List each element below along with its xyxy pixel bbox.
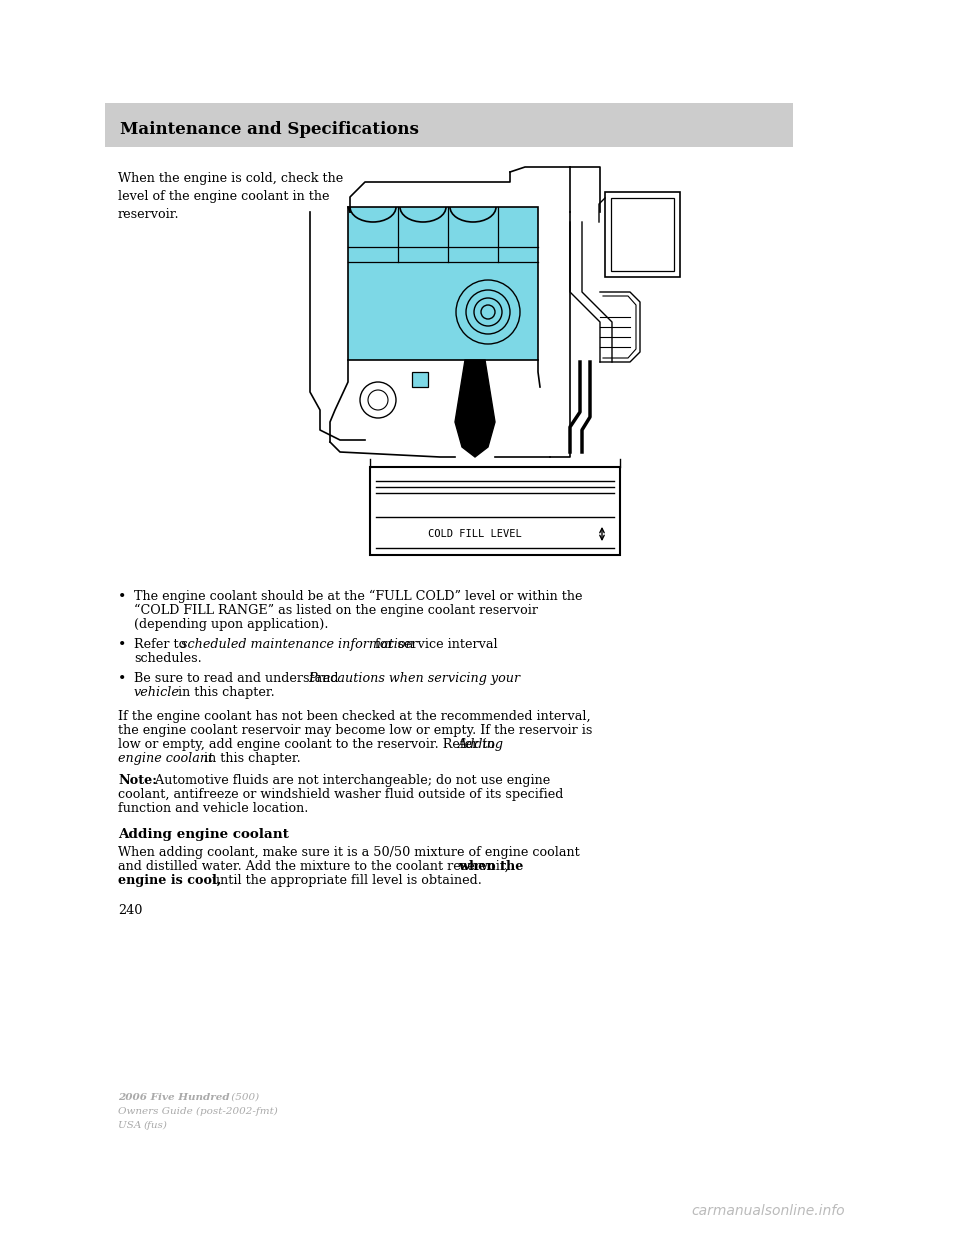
Text: vehicle: vehicle [134, 686, 180, 699]
Text: COLD FILL LEVEL: COLD FILL LEVEL [428, 529, 522, 539]
Text: scheduled maintenance information: scheduled maintenance information [181, 638, 414, 651]
Text: Owners Guide (post-2002-fmt): Owners Guide (post-2002-fmt) [118, 1107, 277, 1117]
Text: 2006 Five Hundred: 2006 Five Hundred [118, 1093, 229, 1102]
Text: engine coolant: engine coolant [118, 751, 213, 765]
Text: (depending upon application).: (depending upon application). [134, 619, 328, 631]
Text: carmanualsonline.info: carmanualsonline.info [691, 1203, 845, 1218]
Circle shape [360, 383, 396, 419]
Text: Maintenance and Specifications: Maintenance and Specifications [120, 122, 419, 139]
Text: When the engine is cold, check the
level of the engine coolant in the
reservoir.: When the engine is cold, check the level… [118, 171, 344, 221]
Text: when the: when the [458, 859, 523, 873]
Text: If the engine coolant has not been checked at the recommended interval,: If the engine coolant has not been check… [118, 710, 590, 723]
Text: Refer to: Refer to [134, 638, 190, 651]
Polygon shape [348, 207, 538, 360]
Text: (500): (500) [228, 1093, 259, 1102]
Text: •: • [118, 672, 127, 686]
Text: the engine coolant reservoir may become low or empty. If the reservoir is: the engine coolant reservoir may become … [118, 724, 592, 737]
Text: Adding: Adding [458, 738, 504, 751]
Bar [310, 161, 690, 556]
Text: and distilled water. Add the mixture to the coolant reservoir,: and distilled water. Add the mixture to … [118, 859, 513, 873]
Text: Be sure to read and understand: Be sure to read and understand [134, 672, 343, 686]
Circle shape [368, 390, 388, 410]
Text: The engine coolant should be at the “FULL COLD” level or within the: The engine coolant should be at the “FUL… [134, 590, 583, 604]
Text: in this chapter.: in this chapter. [200, 751, 300, 765]
Text: •: • [118, 590, 127, 604]
Text: Note:: Note: [118, 774, 156, 787]
Text: coolant, antifreeze or windshield washer fluid outside of its specified: coolant, antifreeze or windshield washer… [118, 787, 564, 801]
Circle shape [456, 279, 520, 344]
Text: Adding engine coolant: Adding engine coolant [118, 828, 289, 841]
Text: Precautions when servicing your: Precautions when servicing your [308, 672, 520, 686]
Text: “COLD FILL RANGE” as listed on the engine coolant reservoir: “COLD FILL RANGE” as listed on the engin… [134, 604, 538, 617]
Bar [105, 103, 793, 147]
Text: Automotive fluids are not interchangeable; do not use engine: Automotive fluids are not interchangeabl… [151, 774, 550, 787]
Text: for service interval: for service interval [371, 638, 497, 651]
Polygon shape [412, 373, 428, 388]
Text: •: • [118, 638, 127, 652]
Text: 240: 240 [118, 904, 142, 917]
Text: function and vehicle location.: function and vehicle location. [118, 802, 308, 815]
Polygon shape [455, 360, 495, 457]
Text: schedules.: schedules. [134, 652, 202, 664]
Text: low or empty, add engine coolant to the reservoir. Refer to: low or empty, add engine coolant to the … [118, 738, 499, 751]
Bar [605, 193, 680, 277]
Text: engine is cool,: engine is cool, [118, 874, 221, 887]
Text: USA: USA [118, 1122, 145, 1130]
Text: (fus): (fus) [144, 1122, 168, 1130]
Bar [611, 197, 674, 271]
Text: until the appropriate fill level is obtained.: until the appropriate fill level is obta… [208, 874, 482, 887]
Text: When adding coolant, make sure it is a 50/50 mixture of engine coolant: When adding coolant, make sure it is a 5… [118, 846, 580, 859]
Text: in this chapter.: in this chapter. [174, 686, 275, 699]
Bar [370, 467, 620, 555]
